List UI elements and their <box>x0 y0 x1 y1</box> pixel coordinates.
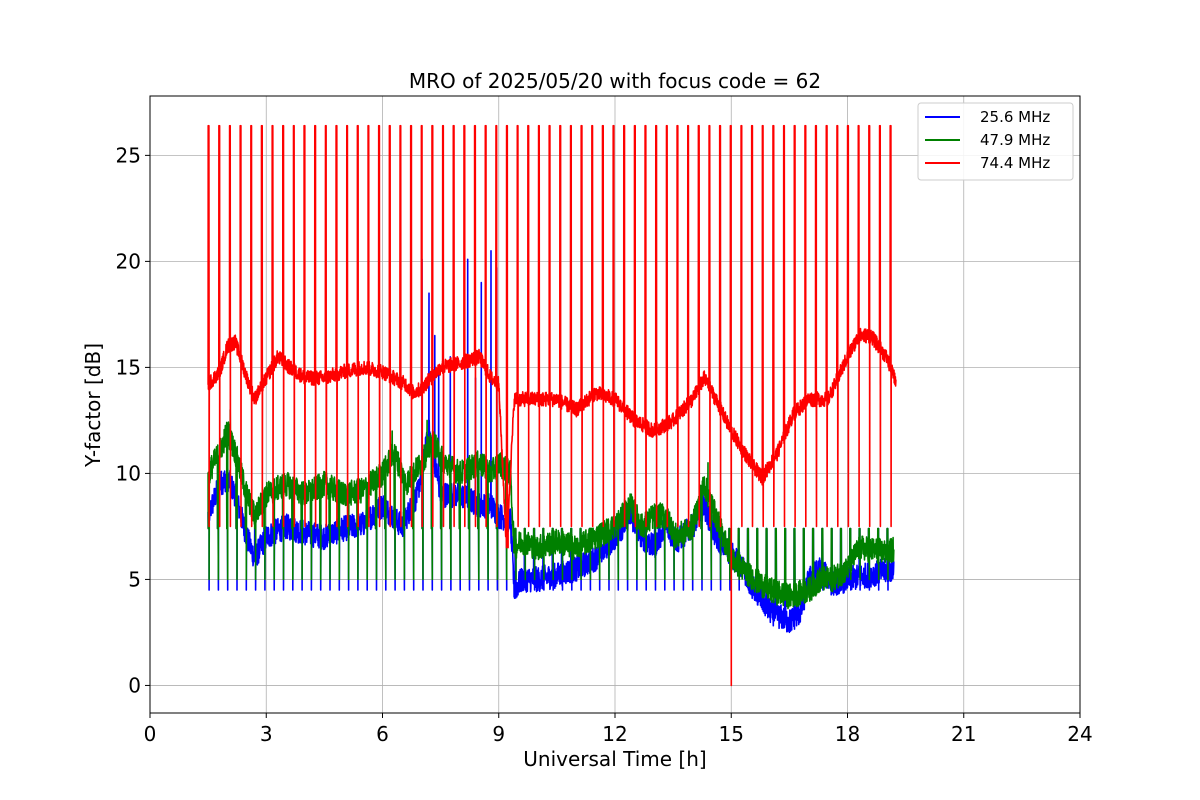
legend-box <box>917 102 1074 181</box>
y-tick-label: 15 <box>116 355 141 379</box>
y-tick-label: 20 <box>116 249 141 273</box>
x-tick-label: 24 <box>1067 722 1092 746</box>
legend: 25.6 MHz 47.9 MHz 74.4 MHz <box>917 102 1074 181</box>
x-tick-label: 6 <box>376 722 389 746</box>
legend-label-74-4: 74.4 MHz <box>980 154 1050 172</box>
x-tick-label: 0 <box>144 722 157 746</box>
x-tick-label: 21 <box>951 722 976 746</box>
x-tick-label: 3 <box>260 722 273 746</box>
x-tick-label: 9 <box>492 722 505 746</box>
series-layer <box>207 124 897 687</box>
x-tick-label: 15 <box>719 722 744 746</box>
x-axis-label: Universal Time [h] <box>523 747 706 771</box>
y-tick-label: 10 <box>116 461 141 485</box>
x-tick-label: 12 <box>602 722 627 746</box>
y-tick-label: 25 <box>116 143 141 167</box>
series-line-74-4 <box>207 124 897 687</box>
legend-label-25-6: 25.6 MHz <box>980 108 1050 126</box>
chart-title: MRO of 2025/05/20 with focus code = 62 <box>409 69 821 93</box>
ticks: 0 3 6 9 12 15 18 21 24 0 5 10 15 20 25 <box>116 143 1093 746</box>
series-line-25-6 <box>207 250 895 634</box>
x-tick-label: 18 <box>835 722 860 746</box>
y-tick-label: 5 <box>128 567 141 591</box>
y-tick-label: 0 <box>128 673 141 697</box>
legend-label-47-9: 47.9 MHz <box>980 131 1050 149</box>
series-line-47-9 <box>207 409 895 610</box>
y-axis-label: Y-factor [dB] <box>81 343 105 468</box>
